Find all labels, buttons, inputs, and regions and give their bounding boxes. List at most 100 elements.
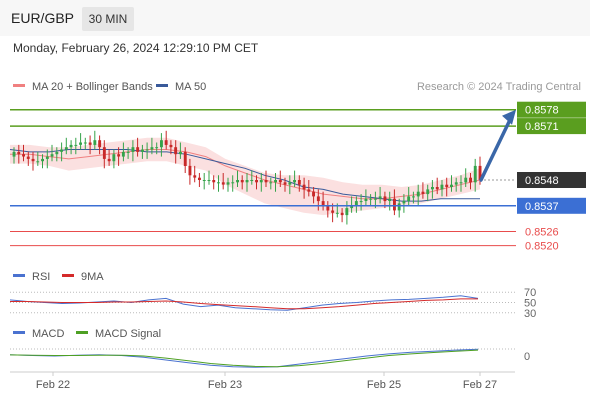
candle-body	[136, 147, 140, 152]
support-level-label: 0.8526	[525, 227, 559, 239]
candle-body	[374, 198, 377, 200]
candle-body	[226, 182, 230, 185]
rsi-tick-label: 70	[524, 287, 536, 299]
candle-body	[36, 161, 40, 163]
candle-body	[117, 154, 121, 157]
macd-signal-legend-swatch	[76, 331, 88, 334]
datetime-label: Monday, February 26, 2024 12:29:10 PM CE…	[13, 41, 259, 55]
macd-signal-legend-label: MACD Signal	[95, 328, 161, 340]
candle-body	[407, 196, 411, 202]
candle-body	[454, 182, 458, 185]
candle-body	[174, 147, 178, 155]
candle-body	[288, 182, 292, 185]
candle-body	[350, 205, 354, 209]
candle-body	[126, 151, 130, 153]
candle-body	[245, 180, 249, 183]
candle-body	[278, 180, 282, 183]
main-price-panel	[9, 130, 482, 225]
candle-body	[307, 189, 311, 192]
current-price-label: 0.8548	[525, 175, 559, 187]
candle-body	[240, 180, 244, 183]
candle-body	[55, 151, 59, 155]
support-price-tag	[517, 197, 586, 214]
candle-body	[31, 158, 35, 162]
candle-body	[255, 180, 258, 183]
candle-body	[426, 189, 430, 195]
ma50-legend-swatch	[156, 84, 168, 87]
resistance-price-tag	[517, 101, 586, 118]
candle-body	[340, 212, 344, 216]
candle-body	[302, 184, 306, 190]
candle-body	[217, 182, 220, 184]
candle-body	[207, 180, 211, 181]
candle-body	[188, 165, 192, 176]
candle-body	[345, 208, 349, 216]
candle-body	[321, 201, 325, 206]
candle-body	[326, 205, 330, 211]
candle-body	[93, 140, 97, 145]
candle-body	[41, 158, 44, 162]
candle-body	[221, 182, 225, 185]
price-levels: 0.8578 0.8571 0.8548 0.8537 0.8526 0.8520	[10, 101, 586, 253]
macd-line	[9, 348, 479, 368]
candle-body	[264, 180, 268, 183]
ma9-legend-label: 9MA	[81, 271, 104, 283]
legend-rsi: RSI 9MA	[13, 271, 104, 283]
candle-body	[283, 182, 287, 185]
candle-body	[17, 151, 21, 155]
candle-body	[164, 140, 168, 145]
candle-body	[183, 151, 187, 166]
current-price-tag	[517, 172, 586, 188]
macd-tick-label: 0	[524, 351, 530, 363]
candle-body	[83, 142, 87, 144]
candle-body	[431, 187, 434, 190]
candle-body	[435, 187, 439, 190]
candle-body	[141, 149, 144, 152]
timeframe-button[interactable]: 30 MIN	[82, 7, 134, 31]
candle-body	[12, 151, 16, 157]
candle-body	[274, 180, 277, 183]
candle-body	[212, 180, 216, 183]
candle-body	[359, 201, 363, 203]
support-level-label: 0.8520	[525, 241, 559, 253]
time-axis-label: Feb 22	[36, 379, 70, 391]
candle-body	[26, 156, 30, 159]
time-axis-label: Feb 27	[463, 379, 497, 391]
candle-body	[169, 144, 173, 148]
candle-body	[331, 210, 335, 213]
candle-body	[45, 156, 49, 159]
candle-body	[121, 151, 125, 157]
ma9-legend-swatch	[62, 274, 74, 277]
candle-body	[469, 177, 472, 183]
macd-legend-label: MACD	[32, 328, 64, 340]
candle-body	[354, 201, 358, 206]
candle-body	[378, 196, 382, 199]
rsi-tick-label: 50	[524, 298, 536, 310]
candle-body	[473, 165, 477, 183]
candle-body	[383, 196, 387, 202]
resistance-price-label: 0.8571	[525, 121, 559, 133]
macd-panel: 0	[9, 348, 530, 368]
resistance-price-label: 0.8578	[525, 105, 559, 117]
candle-body	[150, 147, 154, 150]
candle-body	[293, 180, 296, 183]
candle-body	[450, 184, 453, 187]
candle-body	[231, 182, 235, 184]
candle-body	[145, 149, 149, 151]
time-axis-label: Feb 23	[208, 379, 242, 391]
candle-body	[397, 203, 401, 211]
candle-body	[445, 184, 449, 187]
candle-body	[98, 140, 102, 148]
time-axis: Feb 22 Feb 23 Feb 25 Feb 27	[10, 371, 515, 391]
candle-body	[102, 147, 106, 159]
candle-body	[250, 180, 254, 181]
ma20-legend-label: MA 20 + Bollinger Bands	[32, 81, 153, 93]
candle-body	[69, 144, 73, 148]
candle-body	[155, 147, 159, 149]
candle-body	[369, 198, 373, 200]
candle-body	[316, 196, 320, 202]
macd-legend-swatch	[13, 331, 25, 334]
candle-body	[440, 184, 444, 190]
